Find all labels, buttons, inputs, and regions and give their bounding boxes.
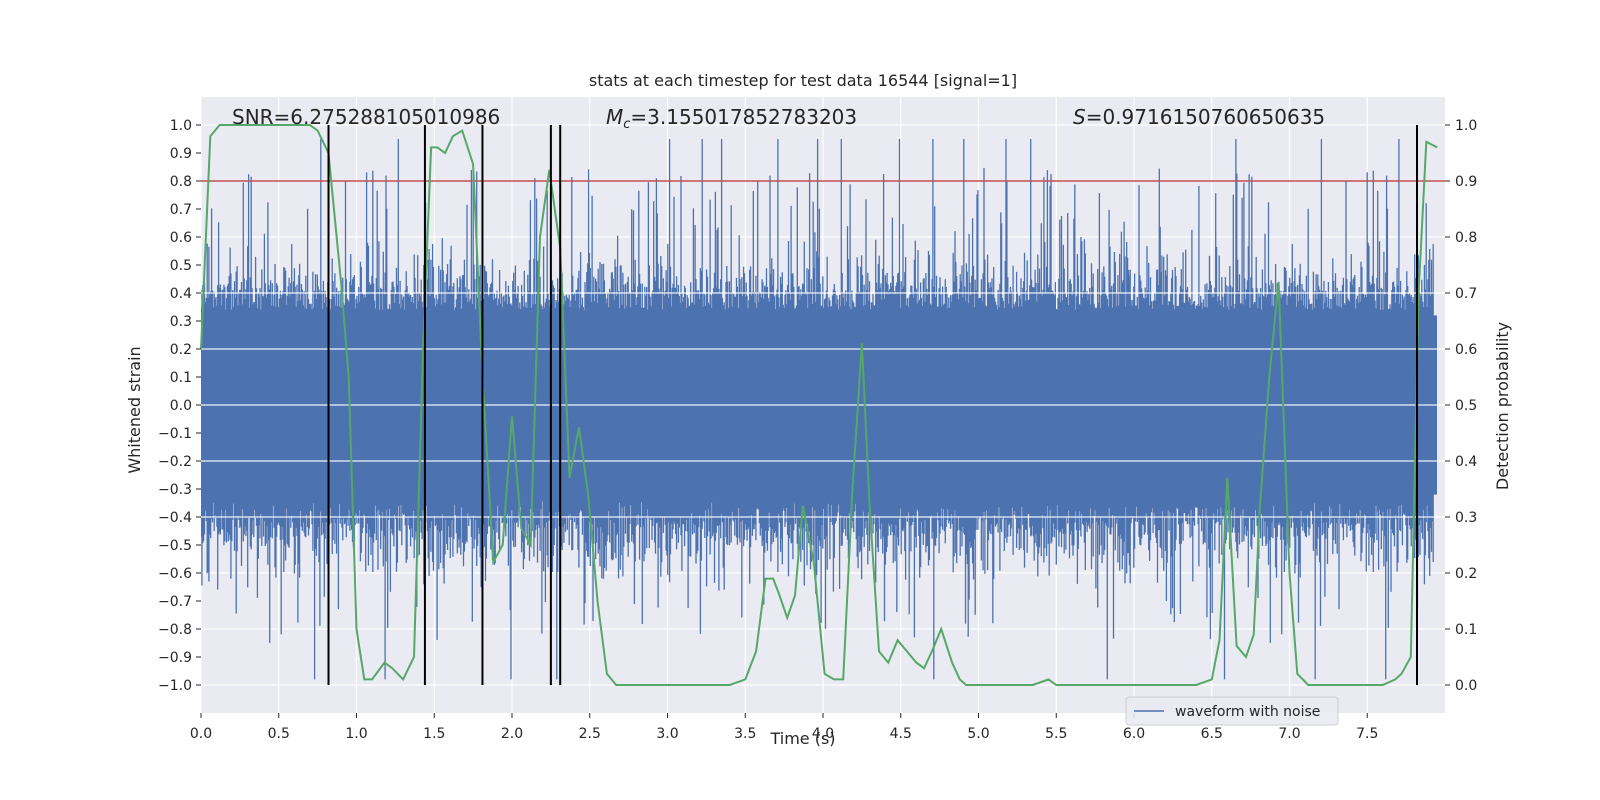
chart-title: stats at each timestep for test data 165… xyxy=(589,71,1017,90)
y-left-tick-label: −0.5 xyxy=(158,538,192,554)
y-left-tick-label: −0.8 xyxy=(158,622,192,638)
x-tick-label: 3.5 xyxy=(734,726,756,742)
snr-annotation: SNR=6.275288105010986 xyxy=(232,105,500,129)
y-right-tick-label: 0.4 xyxy=(1455,454,1477,470)
y-left-tick-label: −0.4 xyxy=(158,510,192,526)
x-tick-label: 6.5 xyxy=(1201,726,1223,742)
chirp-mass-annotation: Mc=3.155017852783203 xyxy=(606,105,857,132)
significance-annotation: S=0.9716150760650635 xyxy=(1073,105,1325,129)
x-tick-label: 0.0 xyxy=(190,726,212,742)
y-left-tick-label: −0.2 xyxy=(158,454,192,470)
y-left-tick-label: 0.2 xyxy=(170,342,192,358)
y-left-tick-label: −0.9 xyxy=(158,650,192,666)
x-tick-label: 5.5 xyxy=(1045,726,1067,742)
x-tick-label: 1.5 xyxy=(423,726,445,742)
x-tick-label: 0.5 xyxy=(268,726,290,742)
x-tick-label: 5.0 xyxy=(967,726,989,742)
y-left-tick-label: 0.5 xyxy=(170,258,192,274)
waveform-series xyxy=(201,139,1445,680)
y-left-tick-label: 0.0 xyxy=(170,398,192,414)
y-left-tick-label: −1.0 xyxy=(158,678,192,694)
y-left-tick-label: 0.7 xyxy=(170,202,192,218)
y-left-tick-label: 0.9 xyxy=(170,146,192,162)
detection-markers xyxy=(327,125,1419,685)
y-left-tick-label: 1.0 xyxy=(170,118,192,134)
y-right-tick-label: 0.6 xyxy=(1455,342,1477,358)
y-left-tick-label: 0.1 xyxy=(170,370,192,386)
y-right-tick-label: 0.3 xyxy=(1455,510,1477,526)
y-right-tick-label: 0.5 xyxy=(1455,398,1477,414)
x-tick-label: 1.0 xyxy=(345,726,367,742)
x-tick-label: 4.0 xyxy=(812,726,834,742)
legend-label-waveform: waveform with noise xyxy=(1175,704,1320,720)
y-right-tick-label: 0.0 xyxy=(1455,678,1477,694)
y-left-tick-label: 0.4 xyxy=(170,286,192,302)
y-left-tick-label: 0.6 xyxy=(170,230,192,246)
y-left-tick-label: −0.3 xyxy=(158,482,192,498)
x-tick-label: 3.0 xyxy=(656,726,678,742)
x-tick-label: 4.5 xyxy=(890,726,912,742)
x-tick-label: 2.5 xyxy=(579,726,601,742)
y-right-tick-label: 0.1 xyxy=(1455,622,1477,638)
y-right-tick-label: 0.7 xyxy=(1455,286,1477,302)
x-tick-label: 2.0 xyxy=(501,726,523,742)
y-right-tick-label: 0.9 xyxy=(1455,174,1477,190)
y-right-tick-label: 0.2 xyxy=(1455,566,1477,582)
y-axis-right-ticks: 0.0 0.1 0.2 0.3 0.4 0.5 0.6 0.7 0.8 0.9 1.0 xyxy=(1445,118,1477,694)
x-axis-ticks: 0.0 0.5 1.0 1.5 2.0 2.5 3.0 3.5 4.0 4.5 5.0 5.5 6.0 6… xyxy=(190,713,1378,742)
y-left-tick-label: −0.6 xyxy=(158,566,192,582)
y-axis-left-label: Whitened strain xyxy=(125,346,144,473)
x-tick-label: 6.0 xyxy=(1123,726,1145,742)
probability-series-line xyxy=(200,124,1438,686)
x-axis-label: Time (s) xyxy=(769,729,835,748)
y-axis-right-label: Detection probability xyxy=(1493,322,1512,490)
y-left-tick-label: −0.7 xyxy=(158,594,192,610)
y-right-tick-label: 1.0 xyxy=(1455,118,1477,134)
y-right-tick-label: 0.8 xyxy=(1455,230,1477,246)
y-left-tick-label: 0.3 xyxy=(170,314,192,330)
y-left-tick-label: 0.8 xyxy=(170,174,192,190)
x-tick-label: 7.5 xyxy=(1356,726,1378,742)
y-left-tick-label: −0.1 xyxy=(158,426,192,442)
x-tick-label: 7.0 xyxy=(1278,726,1300,742)
legend: waveform with noise xyxy=(1125,696,1339,726)
y-axis-left-ticks: −1.0 −0.9 −0.8 −0.7 −0.6 −0.5 −0.4 −0.3 −0.2 −0.1… xyxy=(158,118,201,694)
legend-box xyxy=(1125,696,1339,726)
